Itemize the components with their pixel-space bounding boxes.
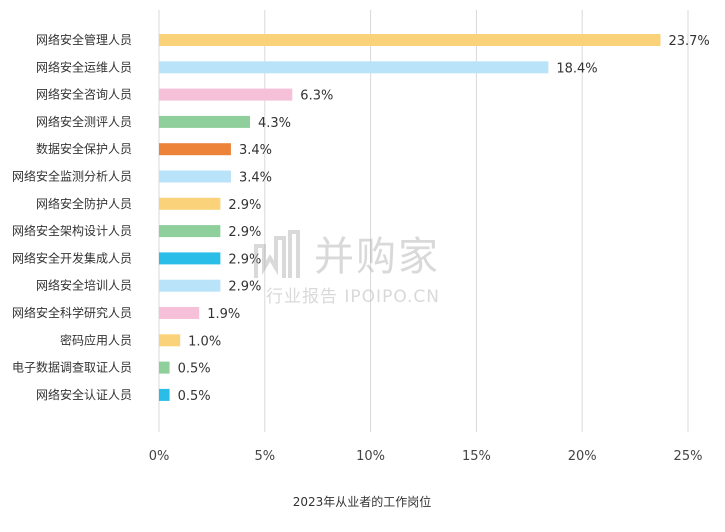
bar (159, 34, 661, 46)
data-label: 23.7% (668, 34, 709, 49)
category-label: 网络安全监测分析人员 (12, 169, 132, 184)
x-axis-label: 2023年从业者的工作岗位 (293, 494, 432, 509)
data-label: 1.0% (188, 334, 221, 349)
category-label: 网络安全运维人员 (36, 59, 132, 74)
x-tick-label: 15% (462, 449, 491, 464)
category-label: 密码应用人员 (60, 332, 132, 347)
data-label: 2.9% (228, 280, 261, 295)
data-label: 6.3% (300, 89, 333, 104)
bar (159, 61, 549, 74)
bar (159, 334, 181, 347)
x-tick-label: 20% (568, 449, 597, 464)
data-label: 18.4% (556, 61, 597, 76)
category-label: 网络安全咨询人员 (36, 87, 132, 102)
bar (159, 361, 170, 374)
category-label: 电子数据调查取证人员 (12, 360, 132, 375)
data-label: 1.9% (207, 307, 240, 322)
x-tick-label: 25% (674, 449, 703, 464)
category-label: 网络安全架构设计人员 (12, 223, 132, 238)
data-label: 3.4% (239, 171, 272, 186)
category-label: 网络安全管理人员 (36, 32, 132, 47)
category-label: 数据安全保护人员 (36, 141, 132, 156)
bar (159, 307, 200, 319)
category-label: 网络安全测评人员 (36, 114, 132, 129)
data-label: 2.9% (228, 198, 261, 213)
bar (159, 388, 170, 401)
x-tick-label: 5% (254, 449, 275, 464)
data-label: 0.5% (178, 389, 211, 404)
category-label: 网络安全开发集成人员 (12, 250, 132, 265)
bar (159, 143, 231, 156)
bar (159, 88, 293, 101)
data-label: 3.4% (239, 143, 272, 158)
x-tick-label: 0% (149, 449, 170, 464)
data-label: 0.5% (178, 362, 211, 377)
bar (159, 197, 221, 210)
data-label: 2.9% (228, 225, 261, 240)
bar (159, 115, 250, 128)
category-label: 网络安全培训人员 (36, 278, 132, 293)
data-label: 4.3% (258, 116, 291, 131)
bar (159, 279, 221, 292)
category-label: 网络安全认证人员 (36, 387, 132, 402)
data-label: 2.9% (228, 252, 261, 267)
bar (159, 225, 221, 238)
category-label: 网络安全防护人员 (36, 196, 132, 211)
x-tick-label: 10% (356, 449, 385, 464)
bar (159, 170, 231, 183)
category-label: 网络安全科学研究人员 (12, 305, 132, 320)
bar (159, 252, 221, 265)
